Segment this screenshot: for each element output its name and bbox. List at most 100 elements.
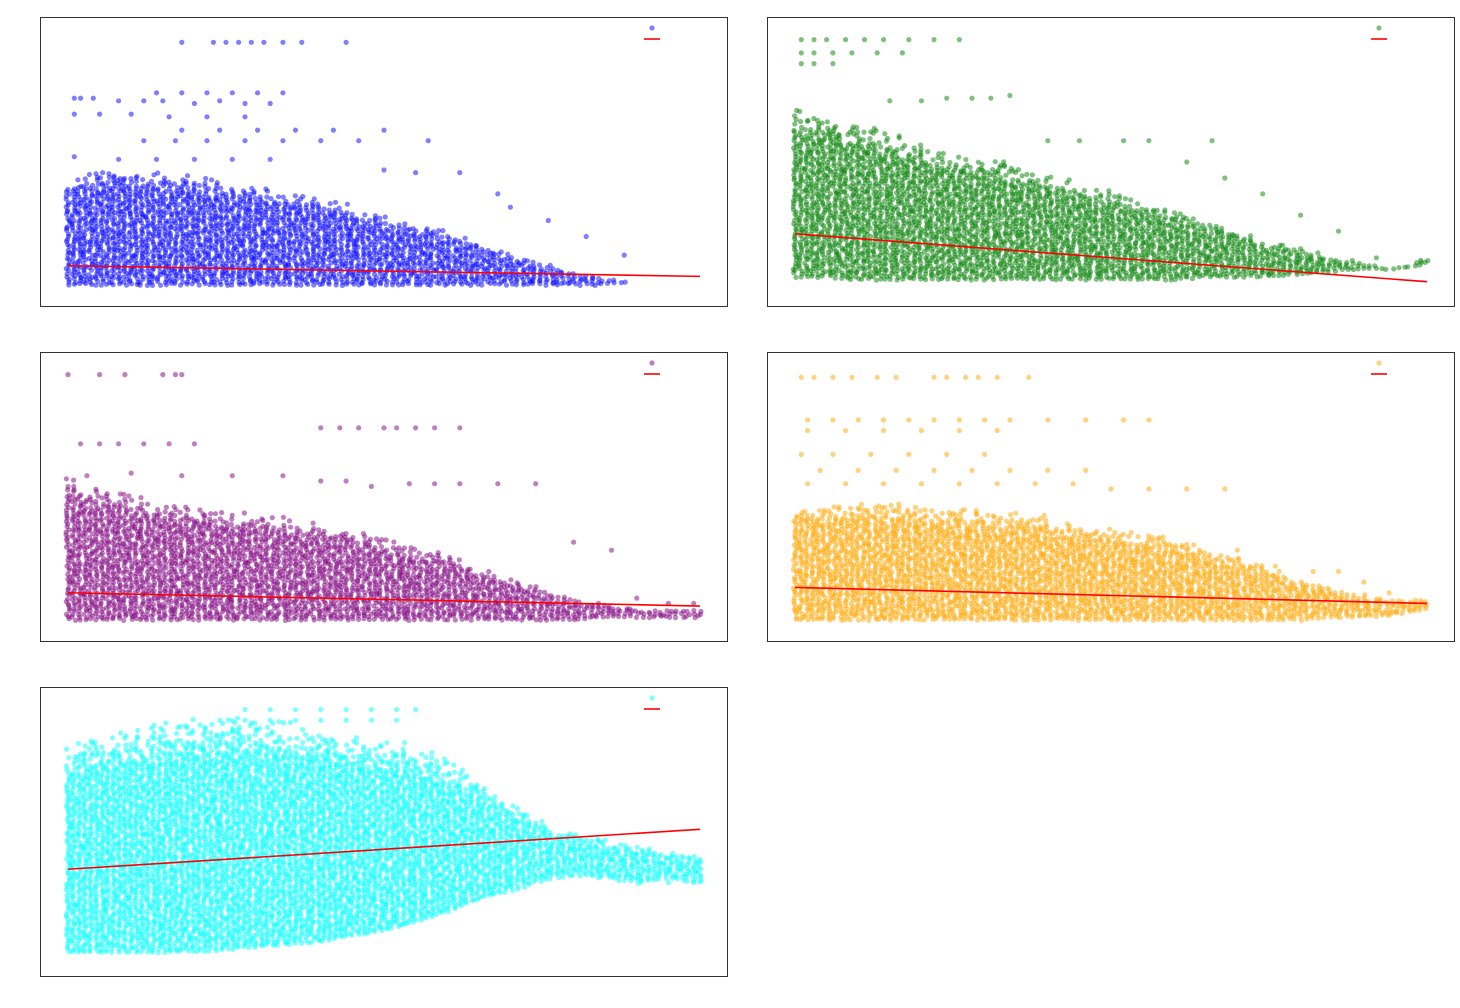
data-point [120, 279, 127, 285]
data-point [1020, 181, 1026, 187]
data-point [407, 252, 413, 259]
data-point [847, 165, 853, 171]
data-point [132, 226, 138, 232]
data-point [240, 237, 246, 243]
data-point [536, 262, 543, 268]
data-point-outlier [248, 39, 254, 45]
data-point [871, 125, 877, 132]
data-point [345, 242, 351, 248]
data-point [145, 229, 151, 235]
data-point [873, 277, 879, 283]
data-point [854, 129, 861, 135]
data-point [412, 242, 418, 248]
data-point-outlier [255, 90, 261, 96]
data-point [946, 248, 952, 254]
data-point-outlier [204, 90, 210, 96]
data-point [967, 274, 973, 280]
data-point [178, 216, 184, 222]
data-point [75, 177, 81, 183]
data-point-outlier [71, 154, 77, 160]
data-point [275, 226, 281, 232]
data-point-outlier [236, 39, 242, 45]
data-point [132, 258, 138, 264]
data-point [462, 235, 468, 241]
data-point [121, 175, 128, 182]
data-point [1018, 226, 1024, 232]
data-point-outlier [90, 95, 96, 101]
data-point [349, 211, 355, 217]
data-point-outlier [280, 39, 286, 45]
data-point [280, 258, 286, 264]
data-point [479, 282, 485, 288]
plot-frame [767, 17, 1455, 307]
data-point [611, 277, 617, 283]
data-point [889, 229, 896, 235]
data-point [1018, 216, 1024, 222]
scatter-plot-1 [40, 17, 728, 307]
data-point [65, 247, 71, 254]
data-point [208, 242, 214, 248]
data-point [296, 202, 302, 208]
data-point [933, 197, 939, 203]
data-point [217, 279, 223, 285]
data-point [162, 231, 168, 237]
legend-marker-points [649, 25, 655, 31]
data-point [956, 154, 962, 160]
data-point [826, 179, 832, 185]
data-point [820, 129, 826, 135]
data-point [143, 213, 149, 219]
data-point [809, 210, 815, 216]
data-point-outlier [210, 39, 216, 45]
data-point-outlier [160, 98, 166, 104]
data-point [281, 234, 288, 240]
data-point [303, 202, 310, 208]
data-point [1071, 187, 1077, 193]
data-point [975, 180, 981, 187]
data-point [213, 237, 219, 243]
data-point [197, 189, 203, 195]
data-point [127, 239, 133, 246]
data-point [1020, 237, 1026, 243]
data-point-outlier [267, 156, 273, 162]
data-point [815, 176, 821, 182]
data-point [508, 255, 514, 261]
data-point [819, 120, 825, 126]
data-point [490, 250, 496, 256]
data-point [100, 170, 106, 176]
data-point [896, 133, 902, 139]
data-point [171, 181, 177, 187]
data-point [503, 282, 510, 288]
data-point [286, 210, 293, 216]
data-point [338, 224, 344, 230]
data-point [930, 189, 936, 195]
data-point [1081, 187, 1087, 194]
data-point [815, 272, 821, 278]
data-point [899, 248, 905, 254]
data-point [1046, 189, 1053, 195]
data-point [174, 232, 180, 238]
data-point [241, 258, 247, 264]
data-point [166, 260, 172, 267]
data-point-outlier [78, 95, 84, 101]
data-point [859, 221, 865, 227]
data-point [547, 262, 553, 268]
data-point [92, 205, 98, 211]
data-point [1044, 253, 1050, 259]
data-point [237, 194, 243, 200]
data-point [805, 117, 811, 124]
data-point [934, 161, 940, 167]
data-point [861, 129, 867, 135]
data-point [65, 186, 71, 193]
data-point [166, 179, 172, 185]
data-point [376, 238, 382, 245]
data-point [503, 261, 509, 267]
data-point [439, 234, 445, 240]
data-point [87, 197, 93, 203]
data-point [911, 145, 917, 151]
data-point [112, 216, 118, 222]
data-point [127, 208, 133, 214]
data-point [866, 194, 872, 200]
data-point [930, 183, 936, 189]
data-point [293, 280, 299, 286]
data-point [979, 226, 985, 233]
